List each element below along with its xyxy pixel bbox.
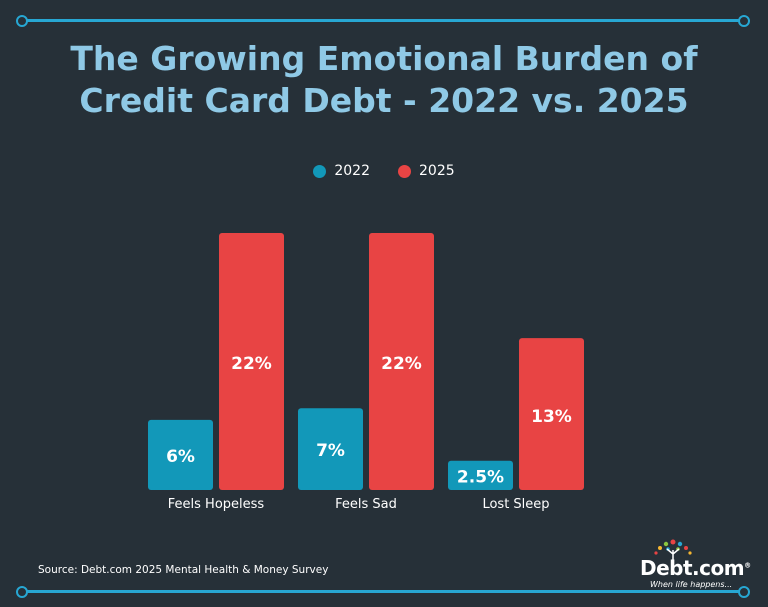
title-line-2: Credit Card Debt - 2022 vs. 2025	[79, 81, 689, 120]
category-label-lost-sleep: Lost Sleep	[482, 497, 549, 512]
logo-wordmark: Debt.com®	[640, 556, 751, 580]
bottom-left-dot	[16, 586, 28, 598]
bar-feels-hopeless-2025	[219, 233, 284, 490]
data-label-feels-hopeless-2025: 22%	[231, 354, 272, 374]
bar-feels-sad-2025	[369, 233, 434, 490]
category-label-feels-sad: Feels Sad	[335, 497, 397, 512]
bar-lost-sleep-2022	[448, 460, 513, 490]
bar-lost-sleep-2025	[519, 338, 584, 490]
legend-label-2025: 2025	[419, 163, 455, 179]
tree-logo-icon	[654, 539, 692, 562]
title-line-1: The Growing Emotional Burden of	[70, 39, 698, 78]
chart-title: The Growing Emotional Burden of Credit C…	[0, 38, 768, 122]
data-label-lost-sleep-2025: 13%	[531, 407, 572, 427]
bar-feels-sad-2022	[298, 408, 363, 490]
bottom-rule	[22, 590, 746, 593]
data-label-feels-hopeless-2022: 6%	[166, 447, 195, 467]
legend-item-2022: 2022	[313, 163, 370, 179]
top-rule	[22, 19, 746, 22]
legend-swatch-2022	[313, 164, 327, 178]
data-label-lost-sleep-2022: 2.5%	[457, 467, 504, 487]
legend-swatch-2025	[398, 164, 411, 178]
data-label-feels-sad-2025: 22%	[381, 354, 422, 374]
category-label-feels-hopeless: Feels Hopeless	[168, 497, 265, 512]
bar-feels-hopeless-2022	[148, 419, 213, 490]
debt-com-logo: Debt.com® When life happens...	[628, 538, 758, 589]
top-left-dot	[16, 15, 28, 27]
logo-tagline: When life happens...	[650, 580, 733, 589]
bottom-right-dot	[738, 586, 750, 598]
source-note: Source: Debt.com 2025 Mental Health & Mo…	[38, 564, 329, 576]
legend: 2022 2025	[0, 163, 768, 179]
data-label-feels-sad-2022: 7%	[316, 441, 345, 461]
top-right-dot	[738, 15, 750, 27]
legend-item-2025: 2025	[398, 163, 455, 179]
legend-label-2022: 2022	[334, 163, 370, 179]
